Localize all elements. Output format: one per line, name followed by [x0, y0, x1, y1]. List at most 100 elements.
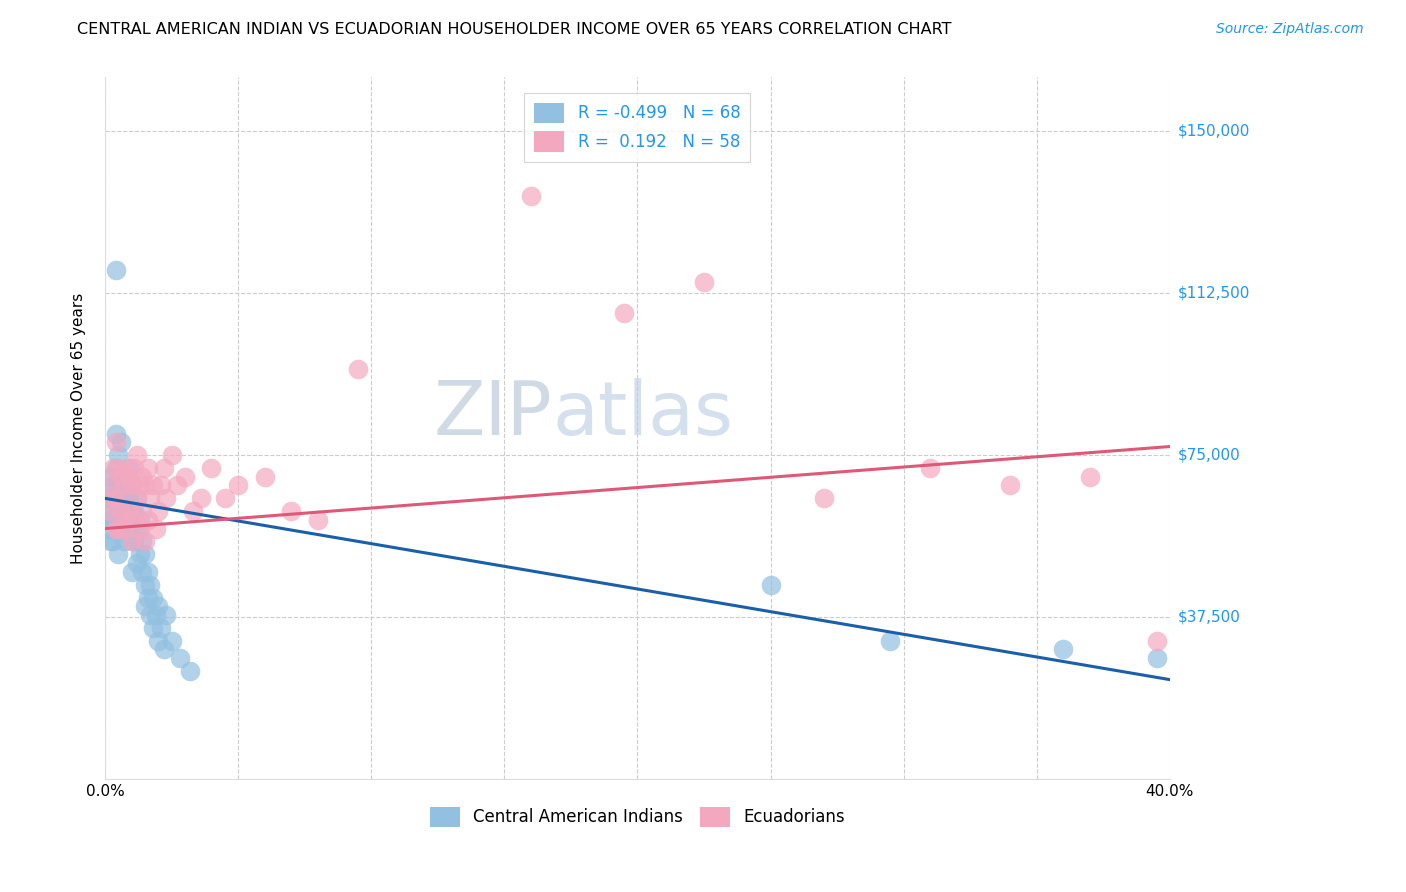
Point	[136, 591, 159, 605]
Point	[112, 478, 135, 492]
Point	[125, 522, 148, 536]
Point	[112, 522, 135, 536]
Point	[131, 565, 153, 579]
Point	[112, 478, 135, 492]
Point	[115, 513, 138, 527]
Point	[134, 534, 156, 549]
Point	[520, 189, 543, 203]
Point	[145, 607, 167, 622]
Text: $75,000: $75,000	[1178, 448, 1240, 463]
Point	[169, 651, 191, 665]
Point	[112, 504, 135, 518]
Point	[1146, 633, 1168, 648]
Point	[131, 534, 153, 549]
Point	[1078, 469, 1101, 483]
Point	[139, 491, 162, 506]
Point	[107, 522, 129, 536]
Point	[134, 478, 156, 492]
Point	[142, 621, 165, 635]
Text: $112,500: $112,500	[1178, 285, 1250, 301]
Text: ZIP: ZIP	[433, 377, 553, 450]
Point	[131, 504, 153, 518]
Point	[280, 504, 302, 518]
Point	[136, 513, 159, 527]
Point	[160, 633, 183, 648]
Point	[148, 633, 170, 648]
Point	[1146, 651, 1168, 665]
Point	[693, 276, 716, 290]
Point	[98, 478, 121, 492]
Point	[148, 504, 170, 518]
Point	[152, 461, 174, 475]
Point	[226, 478, 249, 492]
Point	[142, 591, 165, 605]
Point	[155, 607, 177, 622]
Text: $37,500: $37,500	[1178, 609, 1240, 624]
Point	[307, 513, 329, 527]
Text: CENTRAL AMERICAN INDIAN VS ECUADORIAN HOUSEHOLDER INCOME OVER 65 YEARS CORRELATI: CENTRAL AMERICAN INDIAN VS ECUADORIAN HO…	[77, 22, 952, 37]
Point	[124, 534, 146, 549]
Point	[136, 461, 159, 475]
Point	[128, 522, 150, 536]
Point	[104, 426, 127, 441]
Point	[879, 633, 901, 648]
Point	[107, 548, 129, 562]
Text: $150,000: $150,000	[1178, 124, 1250, 139]
Y-axis label: Householder Income Over 65 years: Householder Income Over 65 years	[72, 293, 86, 564]
Point	[181, 504, 204, 518]
Point	[101, 461, 124, 475]
Point	[98, 504, 121, 518]
Point	[173, 469, 195, 483]
Text: atlas: atlas	[553, 377, 734, 450]
Point	[1052, 642, 1074, 657]
Point	[125, 448, 148, 462]
Point	[97, 504, 120, 518]
Point	[179, 664, 201, 678]
Point	[124, 504, 146, 518]
Point	[118, 461, 141, 475]
Point	[107, 491, 129, 506]
Point	[101, 478, 124, 492]
Point	[115, 461, 138, 475]
Point	[98, 513, 121, 527]
Point	[190, 491, 212, 506]
Point	[121, 534, 143, 549]
Point	[107, 504, 129, 518]
Point	[759, 577, 782, 591]
Point	[145, 522, 167, 536]
Point	[813, 491, 835, 506]
Point	[166, 478, 188, 492]
Point	[107, 522, 129, 536]
Point	[104, 435, 127, 450]
Point	[121, 478, 143, 492]
Point	[125, 491, 148, 506]
Point	[136, 565, 159, 579]
Point	[149, 621, 172, 635]
Point	[112, 534, 135, 549]
Point	[998, 478, 1021, 492]
Point	[107, 461, 129, 475]
Point	[155, 491, 177, 506]
Point	[101, 491, 124, 506]
Point	[134, 548, 156, 562]
Point	[253, 469, 276, 483]
Point	[107, 478, 129, 492]
Point	[128, 548, 150, 562]
Point	[98, 469, 121, 483]
Point	[124, 513, 146, 527]
Point	[98, 534, 121, 549]
Point	[101, 513, 124, 527]
Point	[97, 522, 120, 536]
Point	[142, 478, 165, 492]
Point	[118, 504, 141, 518]
Point	[118, 491, 141, 506]
Point	[613, 306, 636, 320]
Point	[214, 491, 236, 506]
Point	[160, 448, 183, 462]
Point	[97, 491, 120, 506]
Point	[110, 504, 132, 518]
Point	[104, 522, 127, 536]
Legend: Central American Indians, Ecuadorians: Central American Indians, Ecuadorians	[423, 800, 852, 834]
Point	[121, 534, 143, 549]
Point	[124, 461, 146, 475]
